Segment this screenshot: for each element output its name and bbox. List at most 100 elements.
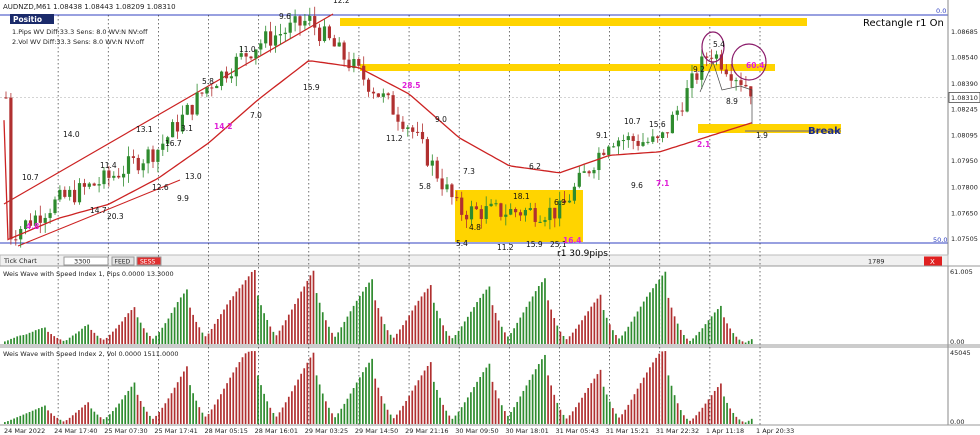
weis-wave-bar <box>352 388 355 424</box>
weis-wave-bar <box>655 357 657 424</box>
weis-wave-bar <box>13 418 15 424</box>
weis-wave-bar <box>491 381 494 424</box>
weis-wave-bar <box>300 291 302 344</box>
close-button[interactable] <box>924 256 942 266</box>
weis-wave-bar <box>324 320 327 344</box>
wave-label: 15.9 <box>303 83 320 92</box>
weis-wave-bar <box>550 309 552 344</box>
weis-wave-bar <box>559 331 562 344</box>
weis-wave-bar <box>383 403 386 424</box>
candle-bear <box>391 95 395 115</box>
weis-wave-bar <box>402 405 404 424</box>
candle-bull <box>43 217 47 223</box>
candle-bull <box>484 206 488 219</box>
weis-wave-bar <box>278 412 281 424</box>
weis-wave-bar <box>216 319 219 344</box>
weis-wave-bar <box>355 382 358 424</box>
weis-wave-bar <box>445 331 448 344</box>
weis-wave-bar <box>639 383 642 424</box>
weis-wave-bar <box>547 300 549 344</box>
weis-wave-bar <box>679 410 682 424</box>
weis-wave-bar <box>374 378 377 424</box>
weis-wave-bar <box>41 406 43 424</box>
weis-wave-bar <box>59 419 62 424</box>
weis-wave-bar <box>574 407 577 424</box>
candle-bear <box>73 189 77 203</box>
weis-wave-bar <box>405 400 407 424</box>
indicator1-line: 1.Pips WV Diff:33.3 Sens: 8.0 WV:N NV:of… <box>12 28 148 36</box>
weis-wave-bar <box>362 291 364 344</box>
weis-wave-bar <box>272 331 275 344</box>
tick-value-field[interactable] <box>63 256 109 266</box>
weis-wave-bar <box>565 418 568 424</box>
weis-wave-bar <box>667 375 670 424</box>
weis-wave-bar <box>170 312 173 344</box>
weis-wave-bar <box>470 311 472 344</box>
candle-bull <box>234 56 238 77</box>
weis-wave-bar <box>142 406 145 424</box>
weis-wave-bar <box>744 342 747 344</box>
wave-label: 3.1 <box>181 124 193 133</box>
candle-bull <box>126 156 131 174</box>
weis-wave-bar <box>93 411 96 424</box>
candle-bear <box>190 104 194 115</box>
weis-wave-bar <box>414 385 417 424</box>
weis-wave-bar <box>254 270 256 344</box>
wave-label: 11.2 <box>386 134 403 143</box>
candle-bear <box>416 131 420 133</box>
weis-wave-bar <box>433 302 435 344</box>
weis-wave-bar <box>223 309 225 344</box>
weis-wave-bar <box>183 293 185 344</box>
weis-wave-bar <box>482 293 485 344</box>
time-tick-label: 30 Mar 18:01 <box>505 427 548 435</box>
weis-wave-bar <box>306 280 309 344</box>
candle-bear <box>602 152 606 155</box>
weis-wave-bar <box>541 359 543 424</box>
resistance-zone-top <box>340 18 807 26</box>
candle-bull <box>646 141 650 143</box>
weis-wave-bar <box>318 302 321 344</box>
candle-bull <box>567 200 572 203</box>
weis-wave-bar <box>81 407 83 424</box>
weis-wave-bar <box>149 335 151 344</box>
candle-bull <box>430 160 434 166</box>
candle-bull <box>161 143 165 150</box>
weis-wave-bar <box>667 297 670 344</box>
weis-wave-bar <box>664 271 667 344</box>
weis-wave-bar <box>176 382 179 424</box>
candle-bull <box>97 184 101 186</box>
weis-wave-bar <box>429 285 432 344</box>
weis-wave-bar <box>491 305 494 344</box>
feed-button[interactable] <box>111 256 135 266</box>
weis-wave-bar <box>661 275 664 344</box>
weis-wave-bar <box>596 298 599 344</box>
position-title[interactable]: Positio <box>13 15 42 24</box>
candle-bull <box>122 173 126 178</box>
weis-wave-bar <box>343 321 346 344</box>
candle-bear <box>200 92 204 94</box>
wave-label: 5.4 <box>456 239 468 248</box>
weis-wave-bar <box>287 396 290 424</box>
candle-bull <box>592 170 596 174</box>
weis-wave-bar <box>701 407 704 424</box>
candle-bull <box>273 35 278 46</box>
sess-button[interactable] <box>136 256 162 266</box>
weis-wave-bar <box>605 394 608 424</box>
time-tick-label: 31 Mar 05:43 <box>555 427 598 435</box>
weis-wave-bar <box>278 330 281 344</box>
weis-wave-bar <box>476 381 478 424</box>
candle-bear <box>420 131 425 140</box>
wave-label: 13.1 <box>136 125 153 134</box>
wave-label: 7.3 <box>463 167 475 176</box>
candle-bull <box>337 42 341 47</box>
weis-wave-bar <box>383 324 386 344</box>
weis-wave-bar <box>568 415 571 424</box>
weis-wave-bar <box>735 336 738 344</box>
candle-bull <box>264 31 268 44</box>
current-price-box <box>948 92 980 103</box>
candle-bear <box>362 65 366 80</box>
weis-wave-bar <box>608 401 611 424</box>
panel1-title: Weis Wave with Speed Index 1, Pips 0.000… <box>3 270 174 278</box>
